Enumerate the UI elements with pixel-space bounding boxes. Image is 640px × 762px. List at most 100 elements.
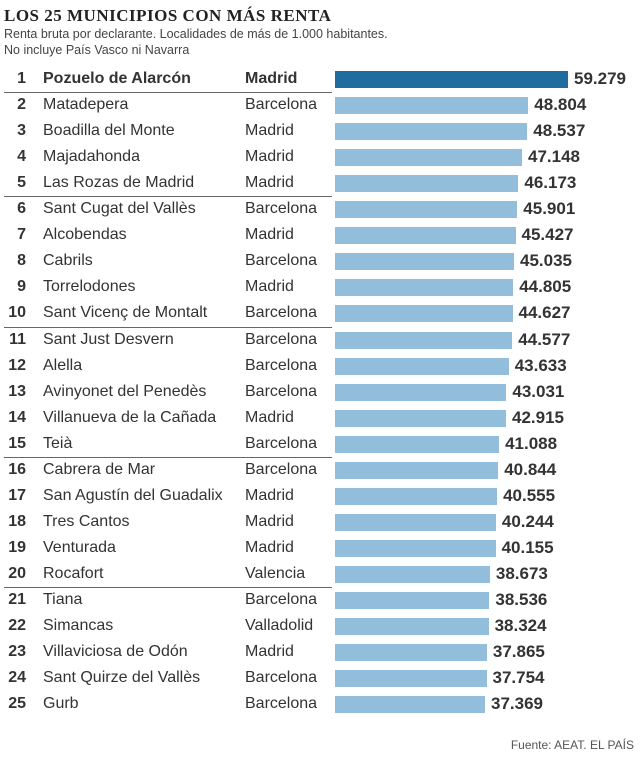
municipio-label: Cabrera de Mar	[43, 460, 156, 478]
rank-label: 4	[17, 148, 26, 166]
value-label: 44.805	[519, 277, 572, 297]
value-label: 45.901	[523, 199, 576, 219]
provincia-label: Madrid	[245, 122, 294, 140]
provincia-label: Barcelona	[245, 434, 318, 452]
provincia-label: Barcelona	[245, 695, 318, 713]
bar	[335, 670, 487, 688]
rank-label: 23	[8, 643, 26, 661]
provincia-label: Madrid	[245, 226, 294, 244]
table-row: 22 Simancas Valladolid 38.324	[0, 614, 640, 640]
table-row: 25 Gurb Barcelona 37.369	[0, 692, 640, 718]
provincia-label: Madrid	[245, 70, 298, 87]
bar	[335, 644, 487, 662]
table-row: 6 Sant Cugat del Vallès Barcelona 45.901	[0, 197, 640, 223]
value-label: 40.844	[504, 459, 557, 479]
bar	[335, 253, 514, 271]
rank-label: 11	[9, 330, 26, 348]
municipio-label: Simancas	[43, 617, 114, 635]
rank-label: 6	[17, 200, 26, 218]
bar	[335, 97, 529, 115]
value-label: 44.627	[518, 303, 571, 323]
group-divider	[4, 92, 332, 93]
value-label: 38.324	[494, 616, 547, 636]
municipio-label: Tres Cantos	[43, 512, 130, 530]
rank-label: 2	[17, 96, 26, 114]
provincia-label: Madrid	[245, 512, 294, 530]
provincia-label: Barcelona	[245, 252, 318, 270]
rank-label: 1	[17, 70, 26, 87]
provincia-label: Madrid	[245, 148, 294, 166]
bar	[335, 618, 489, 636]
value-label: 42.915	[512, 407, 564, 427]
value-label: 37.369	[491, 694, 543, 714]
table-row: 3 Boadilla del Monte Madrid 48.537	[0, 119, 640, 145]
table-row: 13 Avinyonet del Penedès Barcelona 43.031	[0, 380, 640, 406]
municipio-label: Majadahonda	[43, 148, 140, 166]
table-row: 12 Alella Barcelona 43.633	[0, 354, 640, 380]
municipio-label: Pozuelo de Alarcón	[43, 70, 191, 87]
bar	[335, 331, 513, 349]
value-label: 40.244	[501, 511, 554, 531]
provincia-label: Madrid	[245, 408, 294, 426]
municipio-label: Matadepera	[43, 96, 129, 114]
table-row: 10 Sant Vicenç de Montalt Barcelona 44.627	[0, 301, 640, 327]
bar	[335, 513, 496, 531]
municipio-label: Villaviciosa de Odón	[43, 643, 188, 661]
provincia-label: Barcelona	[245, 304, 318, 322]
rank-label: 18	[8, 512, 26, 530]
provincia-label: Barcelona	[245, 669, 318, 687]
bar	[335, 279, 514, 297]
value-label: 45.427	[521, 225, 574, 245]
table-row: 20 Rocafort Valencia 38.673	[0, 562, 640, 588]
provincia-label: Barcelona	[245, 460, 318, 478]
group-divider	[4, 196, 332, 198]
municipio-label: Sant Just Desvern	[43, 330, 174, 348]
chart-title: LOS 25 MUNICIPIOS CON MÁS RENTA	[4, 6, 332, 25]
value-label: 38.673	[495, 563, 548, 583]
group-divider	[4, 587, 332, 588]
value-label: 46.173	[524, 173, 577, 193]
value-label: 37.865	[492, 642, 545, 662]
table-row: 2 Matadepera Barcelona 48.804	[0, 93, 640, 119]
provincia-label: Barcelona	[245, 356, 318, 374]
bar	[335, 435, 500, 453]
group-divider	[4, 326, 332, 328]
value-label: 41.088	[505, 433, 558, 453]
value-label: 44.577	[518, 329, 571, 349]
municipio-label: Sant Vicenç de Montalt	[43, 304, 208, 322]
value-label: 47.148	[528, 147, 580, 167]
municipio-label: Teià	[43, 434, 73, 452]
municipio-label: Sant Cugat del Vallès	[43, 200, 196, 218]
table-row: 24 Sant Quirze del Vallès Barcelona 37.754	[0, 666, 640, 692]
rank-label: 7	[17, 226, 26, 244]
rank-label: 21	[8, 591, 26, 608]
table-row: 23 Villaviciosa de Odón Madrid 37.865	[0, 640, 640, 666]
table-row: 19 Venturada Madrid 40.155	[0, 536, 640, 562]
table-row: 9 Torrelodones Madrid 44.805	[0, 275, 640, 301]
table-row: 14 Villanueva de la Cañada Madrid 42.915	[0, 406, 640, 432]
bar	[335, 201, 518, 219]
provincia-label: Barcelona	[245, 382, 318, 400]
rank-label: 24	[8, 669, 26, 687]
municipio-label: Venturada	[43, 538, 116, 556]
provincia-label: Madrid	[245, 643, 294, 661]
provincia-label: Barcelona	[245, 591, 318, 608]
municipio-label: Avinyonet del Penedès	[43, 382, 207, 400]
rank-label: 5	[17, 174, 26, 192]
municipio-label: Sant Quirze del Vallès	[43, 669, 201, 687]
table-row: 1 Pozuelo de Alarcón Madrid 59.279	[0, 67, 640, 93]
rank-label: 14	[8, 408, 26, 426]
rank-label: 3	[17, 122, 26, 140]
municipio-label: Cabrils	[43, 252, 93, 270]
bar	[335, 175, 519, 193]
bar	[335, 149, 522, 167]
rank-label: 10	[8, 304, 26, 322]
rank-label: 15	[8, 434, 26, 452]
rank-label: 22	[8, 617, 26, 635]
table-row: 21 Tiana Barcelona 38.536	[0, 588, 640, 614]
provincia-label: Barcelona	[245, 200, 318, 218]
provincia-label: Madrid	[245, 538, 294, 556]
municipio-label: Alella	[43, 356, 83, 374]
table-row: 8 Cabrils Barcelona 45.035	[0, 249, 640, 275]
rank-label: 13	[8, 382, 26, 400]
